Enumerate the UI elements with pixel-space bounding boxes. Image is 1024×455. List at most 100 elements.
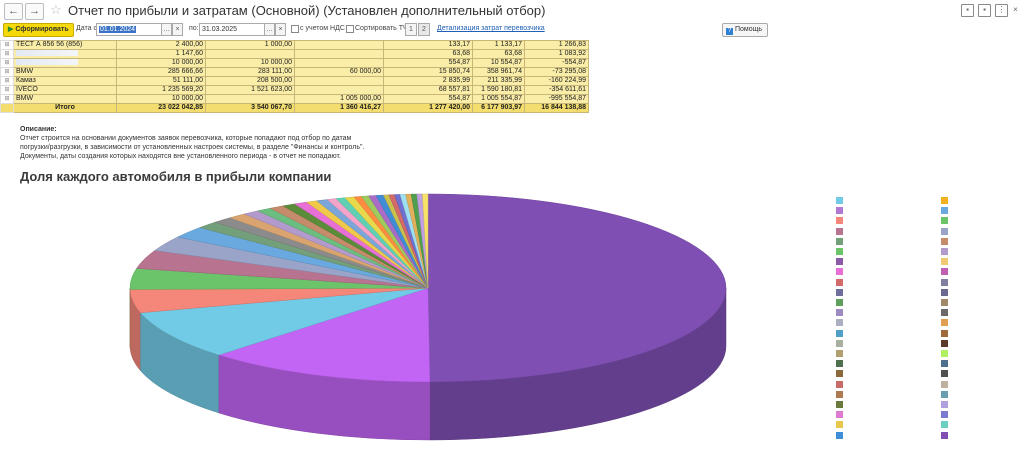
help-icon: ? (726, 28, 733, 35)
forward-button[interactable]: → (25, 3, 44, 20)
generate-label: Сформировать (15, 26, 69, 33)
legend-swatch (836, 380, 843, 388)
legend-swatch (836, 431, 843, 439)
legend-swatch (941, 390, 948, 398)
sort-label: Сортировать ТЧ (355, 25, 408, 32)
toolbar: ▶ Сформировать Дата с: 01.01.2024 … × по… (0, 22, 1024, 38)
legend-swatch (836, 360, 843, 368)
table-row[interactable]: ⊞ Камаз 51 111,00 208 500,00 2 835,99 211 335… (0, 76, 654, 86)
legend-swatch (941, 329, 948, 337)
date-from-value: 01.01.2024 (99, 26, 137, 33)
table-total-row[interactable]: Итого 23 022 042,85 3 540 067,70 1 360 416,… (0, 103, 654, 113)
legend-swatch (941, 237, 948, 245)
date-to-clear-button[interactable]: × (275, 23, 286, 36)
favorite-star-icon[interactable]: ☆ (50, 2, 62, 17)
pie-slice (140, 287, 429, 356)
arrow-left-icon: ← (8, 5, 19, 17)
legend-swatch (836, 350, 843, 357)
table-cell-c6: 16 844 138,88 (524, 103, 589, 113)
legend-swatch (836, 227, 843, 235)
legend-swatch (836, 197, 843, 204)
table-row[interactable]: ⊞ ТЕСТ А 856 56 (856) 2 400,00 1 000,00 133,… (0, 40, 654, 50)
legend-swatch (941, 370, 948, 378)
date-to-pick-button[interactable]: … (264, 23, 275, 36)
pie-slice (427, 193, 727, 383)
description: Описание: Отчет строится на основании до… (20, 125, 364, 161)
date-to-value: 31.03.2025 (202, 26, 238, 33)
legend-swatch (941, 258, 948, 266)
legend-swatch (941, 227, 948, 235)
sort-checkbox[interactable] (346, 25, 354, 33)
legend-swatch (941, 319, 948, 327)
detail-link[interactable]: Детализация затрат перевозчика (437, 25, 545, 32)
description-line: Документы, даты создания которых находят… (20, 153, 341, 160)
menu-icon[interactable]: ⋮ (995, 4, 1008, 17)
help-button[interactable]: ? Помощь (722, 23, 769, 37)
back-button[interactable]: ← (4, 3, 23, 20)
legend-swatch (941, 268, 948, 276)
legend-swatch (836, 258, 843, 266)
legend-swatch (836, 288, 843, 296)
date-from-label: Дата с: (76, 25, 99, 32)
legend-swatch (941, 278, 948, 286)
legend-swatch (836, 248, 843, 255)
play-icon: ▶ (8, 26, 14, 33)
legend-swatch (836, 329, 843, 337)
description-heading: Описание: (20, 126, 57, 133)
help-label: Помощь (735, 26, 763, 33)
print-icon[interactable]: ▪ (978, 4, 991, 17)
legend-swatch (941, 401, 948, 408)
legend-swatch (836, 299, 843, 306)
report-table: ⊞ ТЕСТ А 856 56 (856) 2 400,00 1 000,00 133,… (0, 40, 654, 113)
legend-swatch (836, 207, 843, 215)
legend-swatch (941, 197, 948, 204)
legend-swatch (836, 411, 843, 419)
legend-swatch (941, 309, 948, 317)
description-line: Отчет строится на основании документов з… (20, 135, 352, 142)
legend-swatch (836, 319, 843, 327)
close-icon[interactable]: × (1013, 5, 1018, 14)
legend-swatch (941, 207, 948, 215)
legend-swatch (836, 268, 843, 276)
legend-swatch (941, 217, 948, 225)
redacted-text (16, 59, 78, 66)
pie-slice (218, 287, 431, 383)
legend-swatch (941, 248, 948, 255)
chart-title: Доля каждого автомобиля в прибыли компан… (20, 169, 332, 184)
legend-swatch (836, 339, 843, 347)
date-to-label: по: (189, 25, 199, 32)
description-line: погрузки/разгрузки, в зависимости от уст… (20, 144, 365, 151)
legend-swatch (941, 339, 948, 347)
page-1-button[interactable]: 1 (405, 23, 417, 36)
date-from-pick-button[interactable]: … (161, 23, 172, 36)
legend-swatch (941, 431, 948, 439)
legend-swatch (941, 380, 948, 388)
legend-swatch (836, 278, 843, 286)
vat-checkbox[interactable] (291, 25, 299, 33)
legend-swatch (941, 299, 948, 306)
legend-swatch (836, 217, 843, 225)
legend-swatch (941, 288, 948, 296)
legend-swatch (836, 370, 843, 378)
save-icon[interactable]: ▪ (961, 4, 974, 17)
table-row[interactable]: ⊞ 10 000,00 10 000,00 554,87 10 554,87 -554,8… (0, 58, 654, 68)
redacted-text (16, 50, 78, 57)
legend-swatch (941, 421, 948, 429)
legend-swatch (941, 411, 948, 419)
arrow-right-icon: → (29, 5, 40, 17)
page-2-button[interactable]: 2 (418, 23, 430, 36)
legend-swatch (941, 360, 948, 368)
legend-swatch (836, 421, 843, 429)
legend-swatch (836, 309, 843, 317)
report-table-area: ⊞ ТЕСТ А 856 56 (856) 2 400,00 1 000,00 133,… (0, 40, 654, 113)
legend-swatch (836, 390, 843, 398)
date-to-input[interactable]: 31.03.2025 (199, 23, 265, 36)
table-row[interactable]: ⊞ BMW 285 666,66 283 111,00 60 000,00 15 850,… (0, 67, 654, 77)
date-from-clear-button[interactable]: × (172, 23, 183, 36)
legend-swatch (836, 401, 843, 408)
pie-slice (422, 193, 429, 289)
legend-swatch (941, 350, 948, 357)
generate-button[interactable]: ▶ Сформировать (3, 23, 74, 37)
vat-label: с учетом НДС (300, 25, 345, 32)
